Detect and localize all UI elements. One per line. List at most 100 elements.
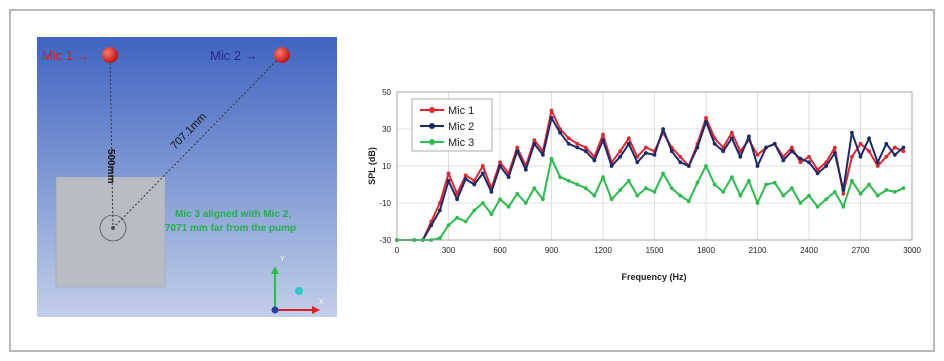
data-point-mic3 xyxy=(635,193,640,198)
mic2-sphere xyxy=(274,47,290,63)
data-point-mic3 xyxy=(583,186,588,191)
data-point-mic2 xyxy=(669,149,674,154)
data-point-mic2 xyxy=(566,141,571,146)
data-point-mic3 xyxy=(541,197,545,202)
data-point-mic2 xyxy=(515,149,520,154)
data-point-mic2 xyxy=(686,164,691,168)
data-point-mic3 xyxy=(549,156,554,161)
y-tick-label: 10 xyxy=(382,162,391,171)
axis-origin xyxy=(271,306,279,314)
data-point-mic3 xyxy=(506,204,511,209)
distance-line-mic1 xyxy=(109,54,114,229)
x-axis-label: Frequency (Hz) xyxy=(621,272,686,282)
data-point-mic3 xyxy=(832,190,837,194)
data-point-mic1 xyxy=(515,145,520,150)
data-point-mic1 xyxy=(678,154,683,159)
legend-marker-mic3 xyxy=(429,139,435,145)
data-point-mic3 xyxy=(867,182,871,187)
data-point-mic3 xyxy=(669,186,674,191)
plot-area xyxy=(396,91,913,241)
data-point-mic3 xyxy=(472,208,477,213)
pump-base xyxy=(55,176,166,288)
legend-marker-mic1 xyxy=(429,107,435,113)
data-point-mic2 xyxy=(601,138,605,142)
data-point-mic2 xyxy=(541,153,545,157)
data-point-mic2 xyxy=(498,164,502,168)
data-point-mic1 xyxy=(583,145,588,150)
data-point-mic2 xyxy=(506,175,511,179)
data-point-mic2 xyxy=(712,141,717,146)
data-point-mic2 xyxy=(832,151,837,155)
data-point-mic1 xyxy=(626,136,631,141)
data-point-mic2 xyxy=(867,136,871,141)
data-point-mic1 xyxy=(892,145,897,150)
data-point-mic3 xyxy=(566,178,571,183)
data-point-mic1 xyxy=(575,141,580,146)
x-tick-label: 1800 xyxy=(697,246,715,255)
y-tick-label: 30 xyxy=(382,125,391,134)
data-point-mic2 xyxy=(592,158,597,163)
y-tick-label: -10 xyxy=(379,199,391,208)
data-point-mic3 xyxy=(661,171,665,176)
data-point-mic3 xyxy=(626,178,631,183)
data-point-mic3 xyxy=(824,197,829,202)
data-point-mic3 xyxy=(678,193,683,198)
data-point-mic2 xyxy=(489,190,494,194)
mic3-note-line2: 7071 mm far from the pump xyxy=(165,223,296,234)
data-point-mic2 xyxy=(807,160,811,165)
data-point-mic3 xyxy=(729,175,734,179)
axis-x-arrowhead xyxy=(312,306,320,314)
y-axis-label: SPL (dB) xyxy=(367,147,377,185)
data-point-mic1 xyxy=(463,173,468,178)
data-point-mic2 xyxy=(618,154,623,159)
data-point-mic2 xyxy=(798,156,803,161)
data-point-mic1 xyxy=(850,154,854,159)
x-tick-label: 0 xyxy=(395,246,400,255)
x-tick-label: 1200 xyxy=(594,246,612,255)
data-point-mic3 xyxy=(609,197,614,202)
data-point-mic3 xyxy=(738,193,743,198)
data-point-mic3 xyxy=(601,175,605,179)
mic1-label: Mic 1 → xyxy=(42,48,90,63)
data-point-mic3 xyxy=(498,197,502,202)
data-point-mic2 xyxy=(558,130,562,135)
data-point-mic3 xyxy=(798,201,803,205)
mic3-note-line1: Mic 3 aligned with Mic 2, xyxy=(175,209,291,220)
y-tick-label: 50 xyxy=(382,88,391,97)
data-point-mic2 xyxy=(721,149,726,154)
data-point-mic3 xyxy=(764,182,768,187)
data-point-mic3 xyxy=(789,186,794,191)
data-point-mic2 xyxy=(583,149,588,154)
data-point-mic3 xyxy=(480,201,485,205)
data-point-mic3 xyxy=(807,193,811,198)
data-point-mic3 xyxy=(515,191,520,196)
data-point-mic1 xyxy=(875,164,880,168)
data-point-mic1 xyxy=(858,141,863,146)
data-point-mic2 xyxy=(850,130,854,135)
data-point-mic2 xyxy=(549,116,554,120)
data-point-mic2 xyxy=(472,182,477,187)
data-point-mic3 xyxy=(652,190,657,194)
data-point-mic2 xyxy=(455,197,459,202)
data-point-mic2 xyxy=(523,167,528,172)
data-point-mic2 xyxy=(652,153,657,157)
data-point-mic1 xyxy=(704,116,708,120)
data-point-mic1 xyxy=(729,130,734,135)
data-point-mic3 xyxy=(489,212,494,217)
data-point-mic3 xyxy=(618,188,623,192)
data-point-mic1 xyxy=(798,160,803,165)
data-point-mic3 xyxy=(644,186,648,191)
mic2-label: Mic 2 → xyxy=(210,48,258,63)
data-point-mic1 xyxy=(498,160,502,165)
x-tick-label: 2100 xyxy=(749,246,767,255)
data-point-mic3 xyxy=(686,199,691,204)
data-point-mic1 xyxy=(480,164,485,168)
data-point-mic2 xyxy=(609,164,614,168)
data-point-mic3 xyxy=(575,182,580,187)
data-point-mic3 xyxy=(523,201,528,205)
axis-y-arrowhead xyxy=(271,266,279,274)
data-point-mic2 xyxy=(755,164,760,168)
y-tick-label: -30 xyxy=(379,236,391,245)
data-point-mic3 xyxy=(884,188,889,192)
legend-label-mic3: Mic 3 xyxy=(448,137,474,149)
